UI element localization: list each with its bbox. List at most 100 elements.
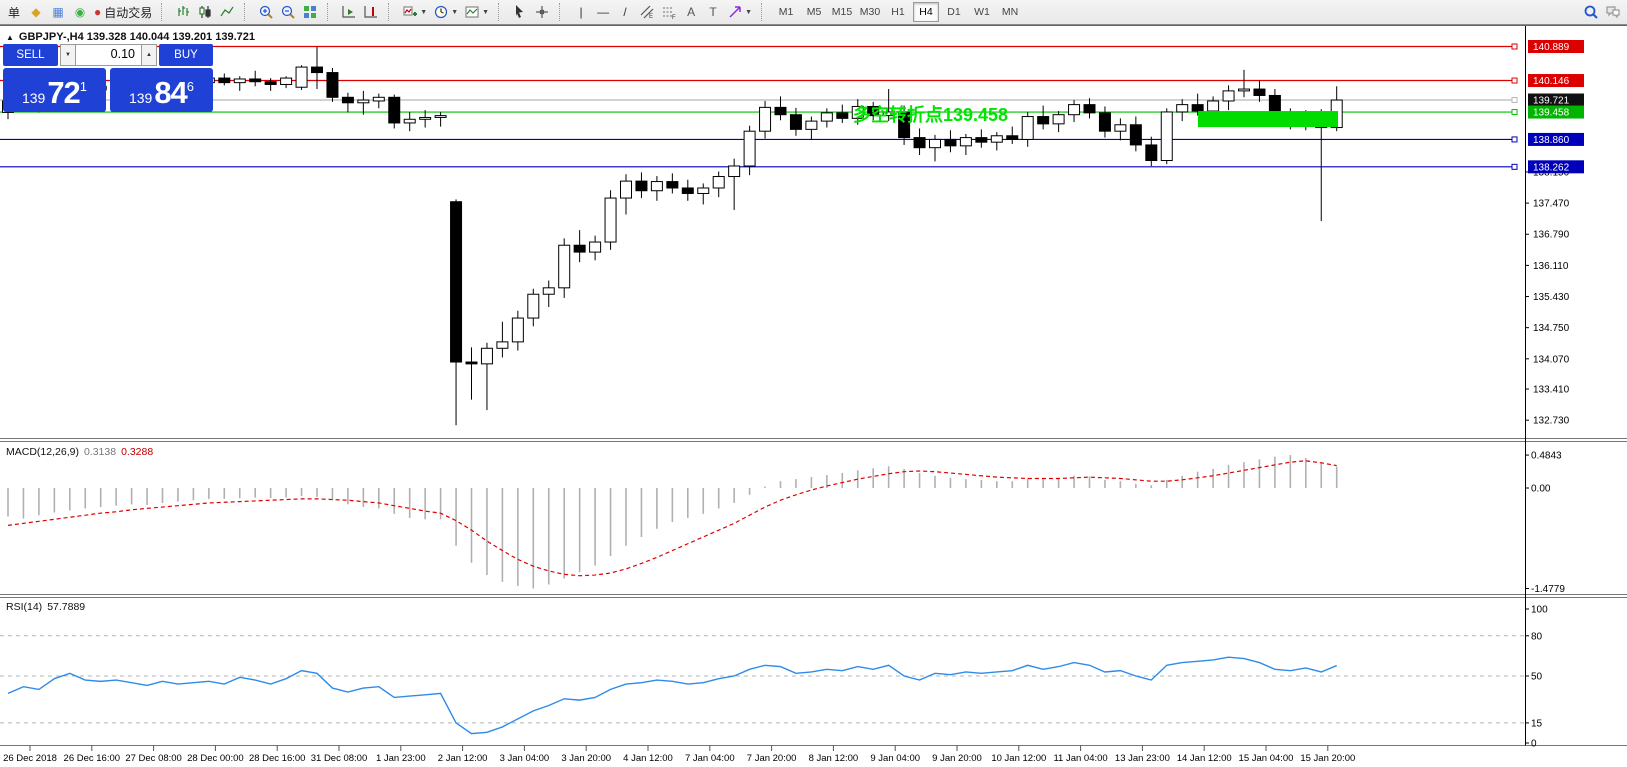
- autotrading-icon: ●: [94, 5, 102, 19]
- candle-body-bull: [728, 165, 741, 178]
- candle-body-bull: [620, 180, 632, 199]
- autotrading-button[interactable]: ● 自动交易: [91, 2, 155, 23]
- templates-icon: [464, 4, 480, 20]
- time-label: 10 Jan 12:00: [991, 753, 1046, 764]
- arrows-button[interactable]: ▼: [724, 2, 755, 23]
- macd-scale-label: 0.4843: [1531, 451, 1562, 462]
- time-label: 27 Dec 08:00: [125, 753, 182, 764]
- macd-scale-label: 0.00: [1531, 484, 1551, 495]
- time-label: 2 Jan 12:00: [438, 753, 488, 764]
- candle-body-bull: [805, 120, 818, 130]
- macd-scale-label: -1.4779: [1531, 584, 1565, 595]
- candle-body-bear: [836, 112, 849, 119]
- timeframe-w1-button[interactable]: W1: [974, 6, 990, 18]
- templates-dropdown-icon[interactable]: ▼: [482, 8, 490, 16]
- trendline-button[interactable]: /: [614, 2, 636, 23]
- timeframe-h4-button[interactable]: H4: [913, 2, 940, 22]
- periods-button[interactable]: ▼: [430, 2, 461, 23]
- signal-button[interactable]: ◉: [69, 2, 91, 23]
- time-label: 3 Jan 20:00: [561, 753, 611, 764]
- chat-icon[interactable]: [1602, 2, 1624, 23]
- gold-icon: ◆: [31, 5, 41, 19]
- candle-body-bull: [558, 244, 571, 289]
- crosshair-button[interactable]: [531, 2, 553, 23]
- text-label-button[interactable]: T: [702, 2, 724, 23]
- time-label: 28 Dec 00:00: [187, 753, 244, 764]
- sell-price-button[interactable]: 139 72 1: [3, 68, 106, 112]
- fibonacci-button[interactable]: F: [658, 2, 680, 23]
- volume-increase-button[interactable]: ▲: [141, 44, 157, 66]
- hlines-layer: [0, 43, 1518, 170]
- level-line-handle[interactable]: [1511, 109, 1518, 116]
- rsi-scale-label: 15: [1531, 718, 1543, 729]
- toolbar-separator: [559, 3, 566, 21]
- indicators-button[interactable]: ▼: [399, 2, 430, 23]
- new-order-button[interactable]: 单: [3, 2, 25, 23]
- buy-price-button[interactable]: 139 84 6: [110, 68, 213, 112]
- time-axis-layer: 26 Dec 2018 26 Dec 16:00 27 Dec 08:00 28 De…: [3, 745, 1355, 764]
- candle-body-bull: [1222, 90, 1235, 102]
- volume-decrease-button[interactable]: ▼: [60, 44, 76, 66]
- candle-body-bull: [882, 111, 895, 117]
- indicators-dropdown-icon[interactable]: ▼: [420, 8, 428, 16]
- vertical-line-button[interactable]: |: [570, 2, 592, 23]
- arrows-icon: [727, 4, 743, 20]
- equidistant-channel-button[interactable]: E: [636, 2, 658, 23]
- search-icon[interactable]: [1580, 2, 1602, 23]
- timeframe-m1-button[interactable]: M1: [778, 6, 794, 18]
- text-button[interactable]: A: [680, 2, 702, 23]
- time-label: 9 Jan 20:00: [932, 753, 982, 764]
- price-tick-label: 132.730: [1533, 416, 1570, 427]
- macd-layer: 0.4843 0.00 -1.4779: [7, 451, 1565, 595]
- tile-windows-button[interactable]: [299, 2, 321, 23]
- level-line-handle[interactable]: [1511, 163, 1518, 170]
- macd-signal-value: 0.3288: [121, 446, 154, 458]
- rsi-scale-label: 0: [1531, 739, 1537, 750]
- candles-chart-button[interactable]: [194, 2, 216, 23]
- line-chart-button[interactable]: [216, 2, 238, 23]
- time-label: 15 Jan 04:00: [1239, 753, 1294, 764]
- candle-body-bear: [1098, 112, 1111, 132]
- candle-body-bear: [573, 244, 586, 253]
- level-line-handle[interactable]: [1511, 97, 1518, 103]
- arrows-dropdown-icon[interactable]: ▼: [745, 8, 753, 16]
- level-line-handle[interactable]: [1511, 77, 1518, 84]
- timeframe-d1-button[interactable]: D1: [947, 6, 961, 18]
- indicators-icon: [402, 4, 418, 20]
- sell-button[interactable]: SELL: [3, 44, 58, 66]
- horizontal-line-button[interactable]: —: [592, 2, 614, 23]
- timeframe-m5-button[interactable]: M5: [806, 6, 822, 18]
- highlight-zone[interactable]: [1198, 111, 1338, 128]
- charts-button[interactable]: ▦: [47, 2, 69, 23]
- timeframe-m30-button[interactable]: M30: [859, 6, 881, 18]
- auto-scroll-button[interactable]: [338, 2, 360, 23]
- zoom-out-button[interactable]: [277, 2, 299, 23]
- candles-layer: [2, 46, 1343, 426]
- price-tick-label: 134.750: [1533, 323, 1570, 334]
- level-line-handle[interactable]: [1511, 136, 1518, 143]
- chart-header: ▲ GBPJPY-,H4 139.328 140.044 139.201 139.…: [6, 31, 255, 43]
- chart-layers: 138.150137.470136.790136.110135.430134.7…: [0, 25, 1627, 764]
- cursor-button[interactable]: [509, 2, 531, 23]
- candle-body-bear: [450, 201, 463, 363]
- volume-input[interactable]: 0.10: [76, 44, 141, 66]
- timeframe-mn-button[interactable]: MN: [1001, 6, 1019, 18]
- timeframe-m15-button[interactable]: M15: [831, 6, 853, 18]
- candle-body-bull: [1052, 114, 1065, 125]
- buy-button[interactable]: BUY: [159, 44, 213, 66]
- periods-dropdown-icon[interactable]: ▼: [451, 8, 459, 16]
- gold-button[interactable]: ◆: [25, 2, 47, 23]
- candle-body-bull: [372, 96, 385, 102]
- level-line-handle[interactable]: [1511, 43, 1518, 50]
- templates-button[interactable]: ▼: [461, 2, 492, 23]
- chart-shift-button[interactable]: [360, 2, 382, 23]
- candle-body-bull: [357, 99, 370, 104]
- collapse-panel-icon[interactable]: ▲: [6, 33, 14, 42]
- timeframe-h1-button[interactable]: H1: [891, 6, 905, 18]
- zoom-in-button[interactable]: [255, 2, 277, 23]
- candle-body-bull: [1114, 124, 1127, 132]
- bars-chart-button[interactable]: [172, 2, 194, 23]
- candle-body-bear: [249, 78, 262, 83]
